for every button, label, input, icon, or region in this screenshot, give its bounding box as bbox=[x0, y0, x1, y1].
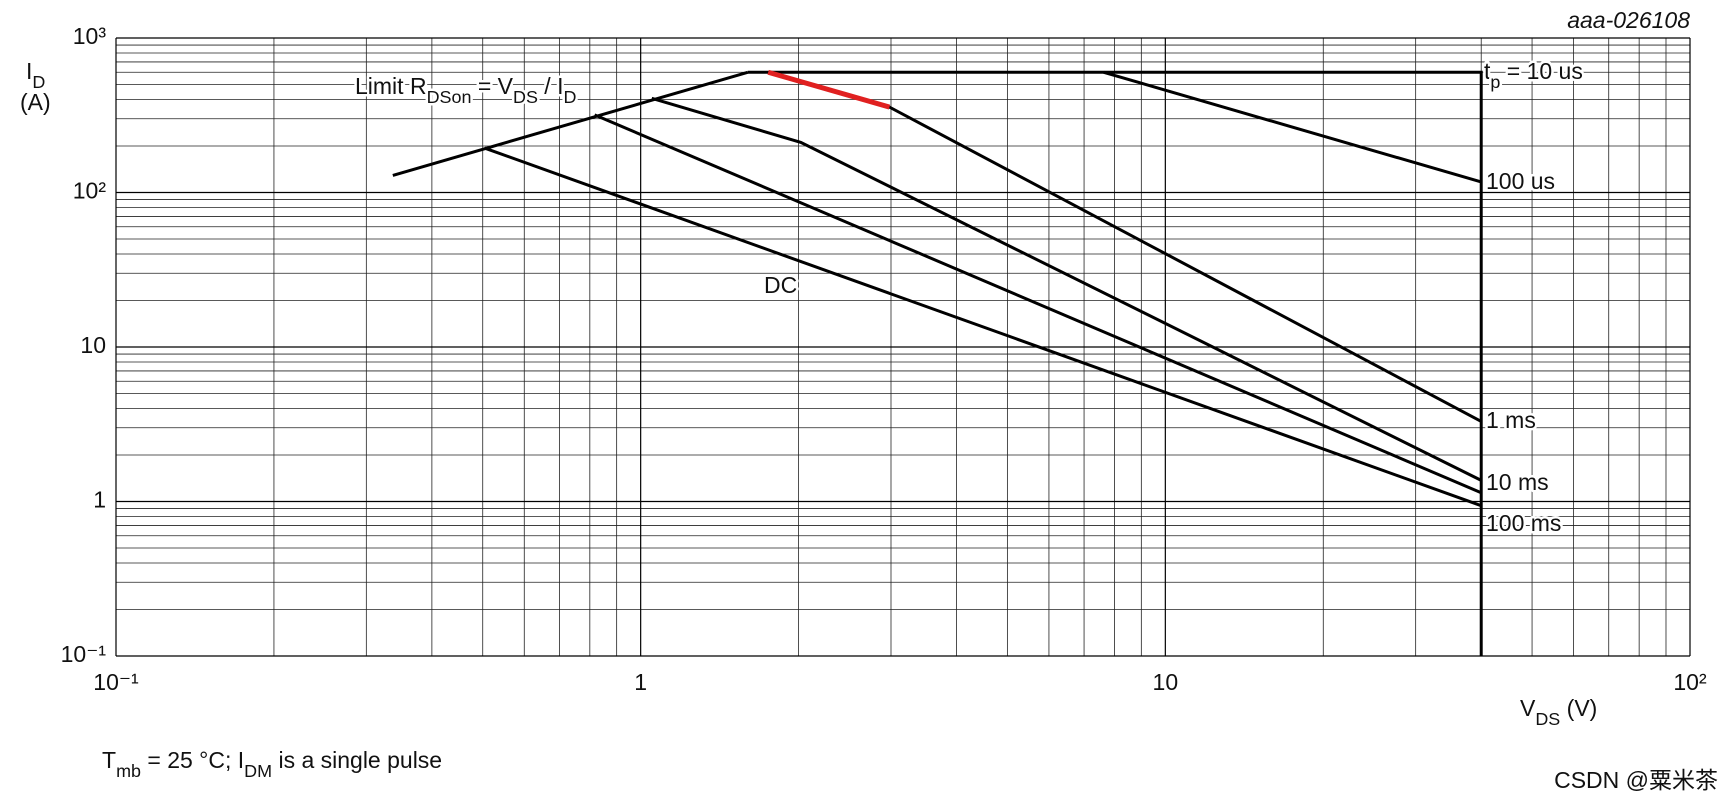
footnote-part: is a single pulse bbox=[272, 747, 442, 773]
series-label-part: DC bbox=[764, 272, 797, 298]
x-axis-label-sub: DS bbox=[1535, 709, 1560, 729]
figure-code: aaa-026108 bbox=[1567, 7, 1690, 33]
series-label-part: 1 ms bbox=[1486, 407, 1536, 433]
series-line bbox=[1103, 70, 1482, 184]
series-label-sub: p bbox=[1490, 72, 1500, 92]
annotation: Limit RDSon = VDS / ID bbox=[355, 73, 576, 107]
series-label: tp = 10 us bbox=[1484, 58, 1583, 92]
footnote: Tmb = 25 °C; IDM is a single pulse bbox=[102, 747, 442, 781]
y-tick-label: 10⁻¹ bbox=[61, 641, 107, 667]
x-tick-label: 10 bbox=[1153, 669, 1179, 695]
series-label: 100 ms bbox=[1486, 510, 1561, 536]
y-axis-label-part: I bbox=[26, 58, 32, 84]
annotation-part: Limit R bbox=[355, 73, 427, 99]
footnote-part: T bbox=[102, 747, 116, 773]
footnote-sub: DM bbox=[244, 761, 272, 781]
series-label: DC bbox=[764, 272, 797, 298]
annotation-part: / I bbox=[538, 73, 564, 99]
series-line bbox=[747, 70, 1483, 656]
x-axis-label: VDS (V) bbox=[1520, 695, 1597, 729]
y-axis-label: ID bbox=[26, 58, 45, 92]
y-axis-unit: (A) bbox=[20, 89, 51, 115]
series-label: 100 us bbox=[1486, 168, 1555, 194]
series-line bbox=[392, 70, 749, 177]
series-label-part: 100 ms bbox=[1486, 510, 1561, 536]
series-label: 1 ms bbox=[1486, 407, 1536, 433]
y-tick-label: 10³ bbox=[73, 23, 107, 49]
series-line bbox=[651, 96, 1482, 482]
footnote-sub: mb bbox=[116, 761, 141, 781]
y-axis-label-sub: D bbox=[32, 72, 45, 92]
series-label-part: = 10 us bbox=[1500, 58, 1582, 84]
x-tick-label: 10² bbox=[1673, 669, 1707, 695]
series-line bbox=[594, 113, 1482, 495]
annotation-part: = V bbox=[471, 73, 513, 99]
x-tick-label: 1 bbox=[634, 669, 647, 695]
series-line bbox=[767, 69, 891, 110]
y-tick-label: 10² bbox=[73, 178, 107, 204]
x-axis-label-part: V bbox=[1520, 695, 1536, 721]
series-label-part: 100 us bbox=[1486, 168, 1555, 194]
series-label: 10 ms bbox=[1486, 469, 1549, 495]
series-line bbox=[484, 146, 1482, 508]
series-label-part: 10 ms bbox=[1486, 469, 1549, 495]
y-tick-label: 1 bbox=[93, 487, 106, 513]
x-axis-label-part: (V) bbox=[1560, 695, 1597, 721]
annotation-sub: D bbox=[563, 87, 576, 107]
watermark: CSDN @粟米茶 bbox=[1554, 767, 1718, 793]
footnote-part: = 25 °C; I bbox=[141, 747, 244, 773]
annotation-sub: DS bbox=[513, 87, 538, 107]
y-tick-label: 10 bbox=[80, 332, 106, 358]
x-tick-label: 10⁻¹ bbox=[93, 669, 139, 695]
annotation-sub: DSon bbox=[427, 87, 472, 107]
series-line bbox=[767, 70, 1482, 423]
